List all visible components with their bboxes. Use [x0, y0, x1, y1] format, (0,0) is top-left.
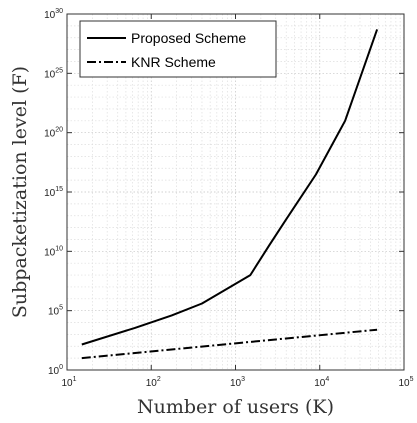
- series-layer: [81, 29, 379, 360]
- y-axis-label: Subpacketization level (F): [9, 66, 31, 318]
- y-tick-label: 105: [48, 305, 63, 318]
- x-tick-label: 102: [146, 376, 161, 389]
- y-tick-label: 100: [48, 364, 63, 377]
- y-tick-label: 1030: [44, 8, 63, 21]
- y-tick-label: 1025: [44, 67, 63, 80]
- series-line-1: [81, 29, 379, 346]
- x-tick-label: 103: [230, 376, 245, 389]
- x-tick-label: 101: [61, 376, 76, 389]
- tick-marks: [66, 13, 405, 371]
- legend-label-1: Proposed Scheme: [131, 30, 246, 46]
- y-tick-label: 1010: [44, 245, 63, 258]
- x-tick-label: 104: [314, 376, 329, 389]
- x-tick-label: 105: [398, 376, 413, 389]
- x-axis-label: Number of users (K): [137, 396, 334, 418]
- series-line-2: [81, 328, 378, 360]
- legend-label-2: KNR Scheme: [131, 54, 216, 70]
- legend: Proposed Scheme KNR Scheme: [79, 20, 277, 78]
- legend-box: [79, 20, 277, 78]
- y-tick-label: 1020: [44, 127, 63, 140]
- y-tick-label: 1015: [44, 186, 63, 199]
- tick-labels: 101 102 103 104 105 100 105 1010 1015 1020 1025 103…: [44, 8, 414, 389]
